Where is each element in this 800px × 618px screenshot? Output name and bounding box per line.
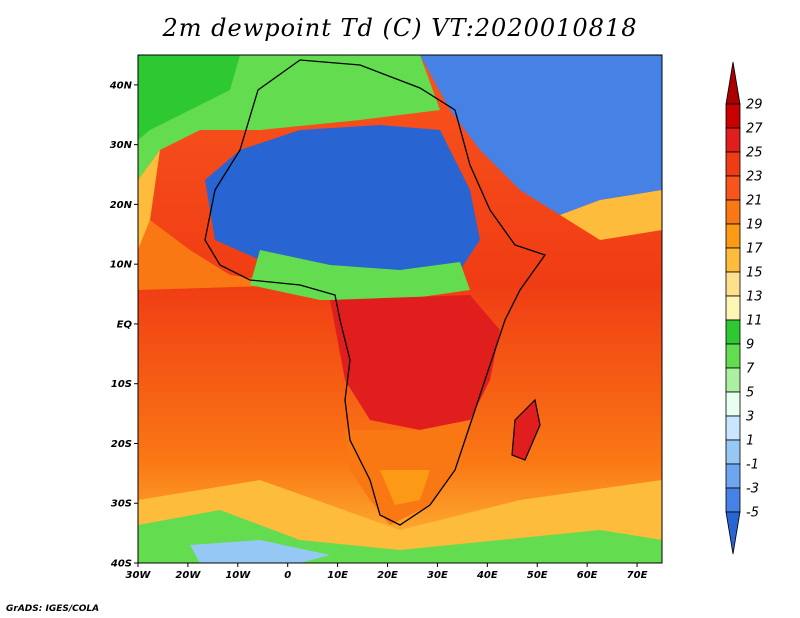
lat-tick-label: 40N bbox=[109, 80, 133, 91]
colorbar-segment bbox=[725, 295, 741, 321]
colorbar-segment bbox=[725, 223, 741, 249]
lon-tick-label: 70E bbox=[627, 570, 648, 581]
colorbar-label: 9 bbox=[746, 338, 754, 353]
colorbar-label: -5 bbox=[746, 506, 759, 521]
colorbar-segment bbox=[725, 415, 741, 441]
lat-tick-label: 10S bbox=[111, 379, 132, 390]
colorbar-segment bbox=[725, 247, 741, 273]
colorbar-segment bbox=[725, 463, 741, 489]
colorbar-top-arrow bbox=[725, 61, 741, 105]
lon-tick-label: 0 bbox=[284, 570, 291, 581]
colorbar-label: 3 bbox=[746, 410, 754, 425]
colorbar-segment bbox=[725, 391, 741, 417]
map-field bbox=[138, 55, 662, 563]
colorbar-segment bbox=[725, 175, 741, 201]
colorbar-label: 7 bbox=[746, 362, 755, 377]
chart-title: 2m dewpoint Td (C) VT:2020010818 bbox=[162, 14, 638, 42]
colorbar-segment bbox=[725, 487, 741, 513]
colorbar-segment bbox=[725, 271, 741, 297]
lon-tick-label: 30W bbox=[126, 570, 152, 581]
lat-tick-label: EQ bbox=[117, 319, 133, 330]
lon-tick-label: 20E bbox=[377, 570, 398, 581]
lat-tick-label: 10N bbox=[110, 260, 133, 271]
colorbar-label: 5 bbox=[746, 386, 754, 401]
colorbar-label: 23 bbox=[746, 170, 763, 185]
colorbar-label: 15 bbox=[746, 266, 763, 281]
longitude-axis: 30W 20W 10W 0 10E 20E 30E 40E 50E 60E 70E bbox=[126, 563, 648, 581]
colorbar-label: 11 bbox=[746, 314, 763, 329]
latitude-axis: 40N 30N 20N 10N EQ 10S 20S 30S 40S bbox=[109, 80, 138, 570]
colorbar-label: -3 bbox=[746, 482, 759, 497]
lon-tick-label: 50E bbox=[527, 570, 548, 581]
colorbar-label: 13 bbox=[746, 290, 763, 305]
credit-text: GrADS: IGES/COLA bbox=[6, 604, 100, 614]
colorbar-segment bbox=[725, 343, 741, 369]
lat-tick-label: 30N bbox=[110, 140, 133, 151]
colorbar-segment bbox=[725, 103, 741, 129]
colorbar-segment bbox=[725, 199, 741, 225]
colorbar-segment bbox=[725, 319, 741, 345]
colorbar-label: 21 bbox=[746, 194, 763, 209]
lat-tick-label: 30S bbox=[111, 499, 132, 510]
colorbar-label: 19 bbox=[746, 218, 763, 233]
colorbar-label: -1 bbox=[746, 458, 759, 473]
lon-tick-label: 40E bbox=[476, 570, 498, 581]
colorbar-label: 17 bbox=[746, 242, 763, 257]
colorbar-bottom-arrow bbox=[725, 511, 741, 555]
lat-tick-label: 20N bbox=[110, 200, 133, 211]
lon-tick-label: 60E bbox=[577, 570, 598, 581]
colorbar: 29 27 25 23 21 19 17 15 13 11 9 7 5 3 1 -1 -3 -5 bbox=[725, 61, 763, 555]
colorbar-label: 25 bbox=[746, 146, 763, 161]
lon-tick-label: 30E bbox=[427, 570, 448, 581]
lon-tick-label: 10E bbox=[327, 570, 348, 581]
colorbar-label: 27 bbox=[746, 122, 763, 137]
lon-tick-label: 20W bbox=[175, 570, 201, 581]
colorbar-segment bbox=[725, 439, 741, 465]
colorbar-segment bbox=[725, 367, 741, 393]
lat-tick-label: 20S bbox=[111, 439, 132, 450]
colorbar-segment bbox=[725, 151, 741, 177]
lon-tick-label: 10W bbox=[225, 570, 251, 581]
colorbar-label: 1 bbox=[746, 434, 754, 449]
colorbar-segment bbox=[725, 127, 741, 153]
lat-tick-label: 40S bbox=[110, 559, 132, 570]
colorbar-label: 29 bbox=[746, 98, 763, 113]
